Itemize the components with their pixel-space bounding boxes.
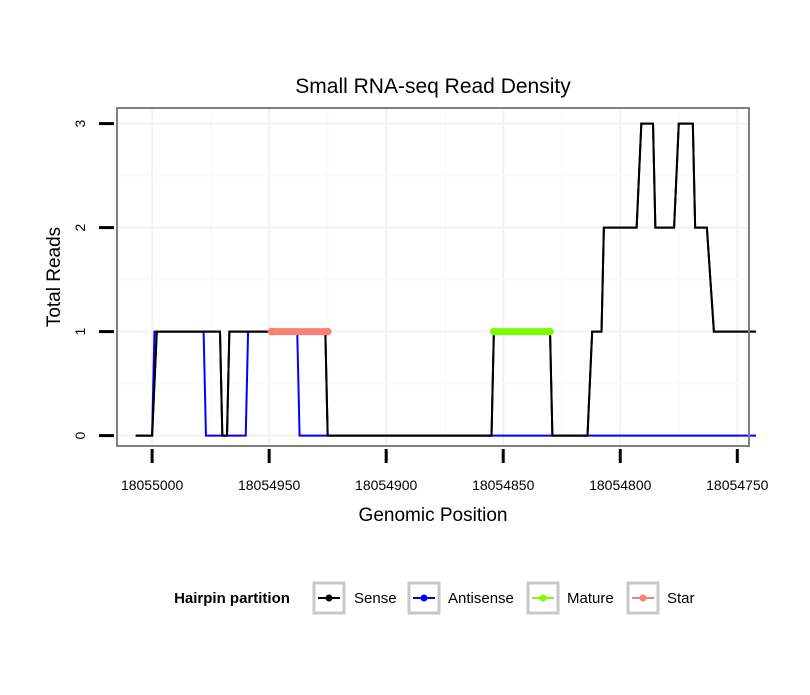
y-tick-label: 2 xyxy=(72,223,88,231)
x-tick-label: 18054750 xyxy=(706,477,769,493)
legend-label-sense: Sense xyxy=(354,590,397,607)
plot-panel xyxy=(117,108,749,446)
legend-entries: Sense Antisense Mature Star xyxy=(312,581,695,615)
mature-series-point xyxy=(546,327,554,336)
legend-label-star: Star xyxy=(667,590,695,607)
sense-series-line-overlay xyxy=(135,122,757,437)
legend-title: Hairpin partition xyxy=(174,590,290,607)
legend-label-mature: Mature xyxy=(567,590,614,607)
legend: Hairpin partition Sense Antisense Mature St… xyxy=(174,581,695,615)
mature-series-point xyxy=(490,327,498,336)
legend-marker-mature xyxy=(539,594,547,602)
x-tick-label: 18054850 xyxy=(472,477,535,493)
chart-title: Small RNA-seq Read Density xyxy=(295,75,571,98)
legend-label-antisense: Antisense xyxy=(448,590,514,607)
legend-marker-sense xyxy=(325,594,333,602)
series-layer xyxy=(135,122,757,437)
y-axis: 0 1 2 3 xyxy=(72,119,114,439)
y-tick-label: 1 xyxy=(72,327,88,335)
y-axis-label: Total Reads xyxy=(44,227,65,327)
star-series-point xyxy=(267,327,276,336)
y-tick-label: 3 xyxy=(72,119,88,127)
star-series-point xyxy=(323,327,332,336)
x-tick-label: 18054900 xyxy=(355,477,418,493)
legend-marker-antisense xyxy=(420,594,428,602)
y-tick-label: 0 xyxy=(72,431,88,439)
x-tick-label: 18054950 xyxy=(238,477,301,493)
plot-border xyxy=(116,107,750,447)
x-axis-label: Genomic Position xyxy=(359,505,508,526)
x-tick-label: 18055000 xyxy=(121,477,184,493)
x-axis: 18055000 18054950 18054900 18054850 18054800… xyxy=(121,449,769,493)
legend-marker-star xyxy=(639,594,647,602)
x-tick-label: 18054800 xyxy=(589,477,652,493)
